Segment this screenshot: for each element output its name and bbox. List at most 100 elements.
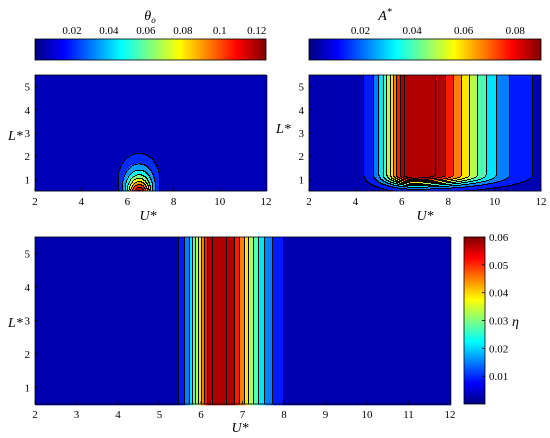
contour-cell — [35, 105, 38, 108]
contour-cell — [69, 111, 72, 114]
contour-cell — [65, 111, 68, 114]
contour-cell — [47, 121, 50, 124]
contour-cell — [71, 157, 74, 160]
contour-cell — [255, 101, 258, 104]
contour-cell — [193, 113, 196, 116]
contour-cell — [259, 139, 262, 142]
contour-cell — [187, 75, 190, 78]
contour-cell — [147, 75, 150, 78]
contour-cell — [231, 127, 234, 130]
contour-cell — [255, 131, 258, 134]
contour-cell — [233, 101, 236, 104]
contour-cell — [125, 85, 128, 88]
contour-cell — [81, 97, 84, 100]
contour-cell — [47, 111, 50, 114]
contour-cell — [133, 131, 136, 134]
contour-cell — [153, 123, 156, 126]
contour-cell — [109, 131, 112, 134]
colorbar-ticks-theta: 0.02 0.04 0.06 0.08 0.1 0.12 — [62, 25, 266, 42]
contour-cell — [169, 143, 172, 146]
contour-cell — [131, 83, 134, 86]
contour-cell — [63, 105, 66, 108]
contour-cell — [235, 119, 238, 122]
contour-cell — [251, 131, 254, 134]
contour-cell — [167, 137, 170, 140]
contour-cell — [49, 159, 52, 162]
contour-cell — [255, 99, 258, 102]
contour-cell — [51, 143, 54, 146]
contour-cell — [181, 77, 184, 80]
contour-cell — [155, 123, 158, 126]
contour-cell — [43, 113, 46, 116]
contour-cell — [245, 139, 248, 142]
contour-cell — [129, 133, 132, 136]
contour-cell — [167, 147, 170, 150]
contour-cell — [103, 117, 106, 120]
contour-cell — [147, 81, 150, 84]
contour-cell — [167, 99, 170, 102]
contour-cell — [193, 135, 196, 138]
contour-cell — [227, 95, 230, 98]
contour-cell — [201, 91, 204, 94]
contour-cell — [115, 115, 118, 118]
contour-cell — [241, 115, 244, 118]
contour-cell — [163, 83, 166, 86]
contour-cell — [157, 111, 160, 114]
contour-cell — [169, 105, 172, 108]
contour-cell — [67, 111, 70, 114]
contour-cell — [87, 105, 90, 108]
contour-cell — [195, 97, 198, 100]
contour-cell — [121, 121, 124, 124]
contour-cell — [193, 109, 196, 112]
contour-cell — [73, 147, 76, 150]
contour-cell — [231, 135, 234, 138]
contour-cell — [67, 103, 70, 106]
contour-cell — [135, 141, 138, 144]
contour-cell — [233, 109, 236, 112]
contour-cell — [145, 129, 148, 132]
contour-cell — [57, 77, 60, 80]
contour-cell — [141, 133, 144, 136]
contour-cell — [223, 129, 226, 132]
contour-cell — [95, 105, 98, 108]
contour-cell — [91, 139, 94, 142]
contour-cell — [163, 89, 166, 92]
contour-cell — [189, 141, 192, 144]
contour-cell — [217, 101, 220, 104]
contour-cell — [111, 103, 114, 106]
contour-cell — [139, 141, 142, 144]
contour-cell — [261, 119, 264, 122]
contour-cell — [205, 75, 208, 78]
contour-cell — [55, 155, 58, 158]
contour-cell — [217, 103, 220, 106]
contour-cell — [41, 93, 44, 96]
contour-cell — [95, 145, 98, 148]
contour-cell — [217, 89, 220, 92]
contour-cell — [183, 141, 186, 144]
contour-cell — [55, 129, 58, 132]
contour-cell — [113, 85, 116, 88]
contour-cell — [55, 111, 58, 114]
contour-cell — [173, 139, 176, 142]
contour-cell — [203, 157, 206, 160]
contour-cell — [167, 135, 170, 138]
contour-cell — [141, 83, 144, 86]
contour-cell — [171, 147, 174, 150]
contour-cell — [73, 105, 76, 108]
contour-cell — [77, 131, 80, 134]
contour-cell — [111, 91, 114, 94]
contour-cell — [227, 133, 230, 136]
contour-cell — [261, 93, 264, 96]
contour-cell — [115, 75, 118, 78]
contour-cell — [89, 101, 92, 104]
contour-cell — [159, 121, 162, 124]
contour-cell — [193, 89, 196, 92]
contour-cell — [151, 155, 154, 158]
contour-cell — [107, 119, 110, 122]
contour-cell — [207, 149, 210, 152]
contour-cell — [189, 95, 192, 98]
contour-cell — [189, 107, 192, 110]
contour-cell — [257, 77, 260, 80]
contour-cell — [117, 147, 120, 150]
contour-cell — [123, 127, 126, 130]
